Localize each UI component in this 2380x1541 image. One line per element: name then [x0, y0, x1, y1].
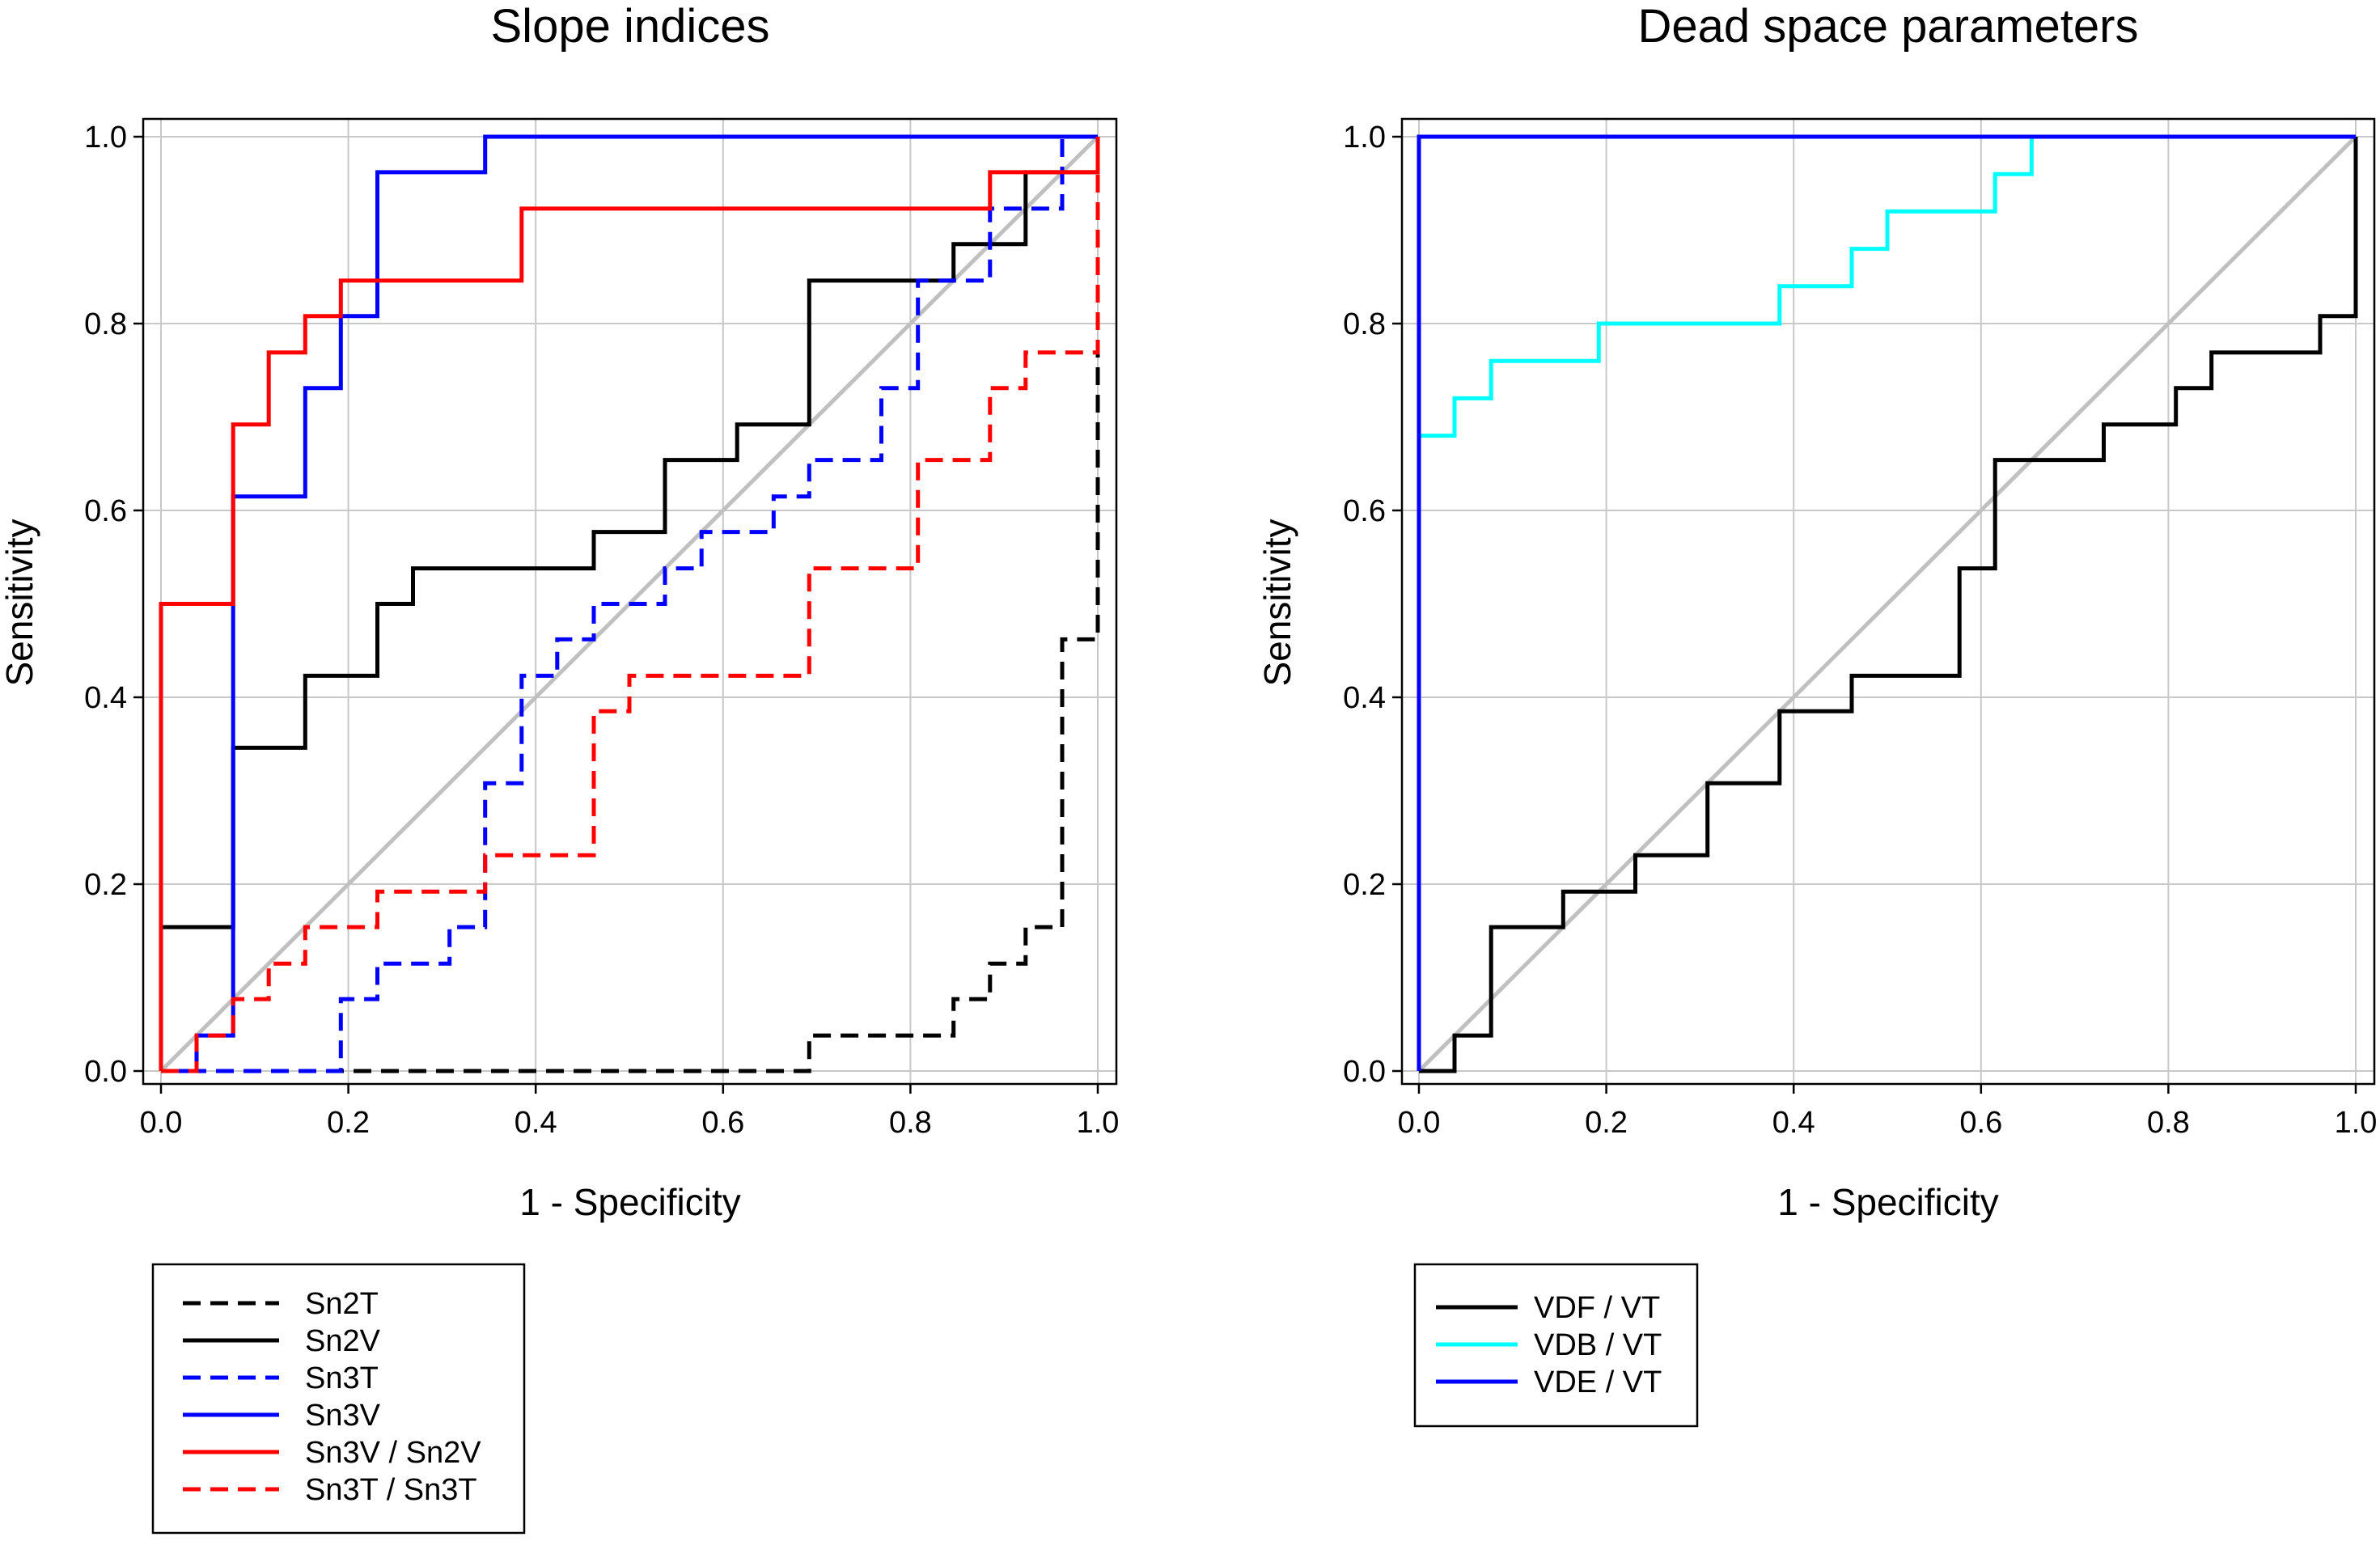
series-vde-vt: [1417, 134, 2356, 1071]
x-axis-label: 1 - Specificity: [519, 1181, 741, 1223]
series-vdf-vt: [1419, 137, 2358, 1073]
series-sn3v: [161, 134, 1098, 1073]
legend-label-sn3v-sn2v: Sn3V / Sn2V: [305, 1436, 481, 1470]
plot-frame: [1400, 117, 2376, 1086]
legend-label-vdf-vt: VDF / VT: [1534, 1291, 1660, 1325]
x-tick-label: 0.0: [1398, 1106, 1441, 1140]
x-tick-label: 0.0: [140, 1106, 183, 1140]
dead-space-panel: Dead space parameters 0.0 0.2 0.4 0.6 0.8 1.0…: [1256, 0, 2378, 1428]
x-tick-label: 0.6: [1959, 1106, 2002, 1140]
legend-label-sn3v: Sn3V: [305, 1399, 381, 1433]
x-tick-label: 0.8: [2147, 1106, 2190, 1140]
y-axis-label: Sensitivity: [0, 519, 40, 686]
x-tick-label: 1.0: [2335, 1106, 2378, 1140]
x-tick-label: 0.2: [327, 1106, 370, 1140]
series-sn3t: [161, 134, 1098, 1073]
y-tick-label: 0.4: [1343, 681, 1386, 715]
x-axis-label: 1 - Specificity: [1777, 1181, 1999, 1223]
x-tick-label: 0.2: [1585, 1106, 1628, 1140]
x-axis-ticks: 0.0 0.2 0.4 0.6 0.8 1.0: [140, 1084, 1120, 1140]
series-sn3v-sn2v: [159, 137, 1100, 1071]
legend-label-sn2v: Sn2V: [305, 1324, 381, 1358]
x-axis-ticks: 0.0 0.2 0.4 0.6 0.8 1.0: [1398, 1084, 2378, 1140]
legend-label-sn2t: Sn2T: [305, 1287, 379, 1321]
y-tick-label: 0.0: [1343, 1055, 1386, 1089]
chart-title: Slope indices: [491, 0, 770, 53]
y-tick-label: 0.2: [84, 868, 127, 902]
legend-label-sn3t: Sn3T: [305, 1361, 379, 1395]
x-tick-label: 0.4: [515, 1106, 557, 1140]
legend-label-sn3t-sn3t: Sn3T / Sn3T: [305, 1473, 477, 1507]
series-sn2t: [161, 137, 1100, 1073]
series-layer: [1417, 134, 2358, 1073]
chart-title: Dead space parameters: [1638, 0, 2139, 53]
y-axis-ticks: 0.0 0.2 0.4 0.6 0.8 1.0: [1343, 121, 1402, 1089]
legend-label-vde-vt: VDE / VT: [1534, 1365, 1662, 1399]
y-axis-ticks: 0.0 0.2 0.4 0.6 0.8 1.0: [84, 121, 143, 1089]
y-tick-label: 0.0: [84, 1055, 127, 1089]
y-tick-label: 1.0: [1343, 121, 1386, 155]
x-tick-label: 0.4: [1772, 1106, 1815, 1140]
y-tick-label: 1.0: [84, 121, 127, 155]
y-tick-label: 0.2: [1343, 868, 1386, 902]
y-tick-label: 0.6: [1343, 494, 1386, 528]
y-tick-label: 0.6: [84, 494, 127, 528]
y-tick-label: 0.8: [84, 307, 127, 341]
series-vdb-vt: [1417, 134, 2356, 1071]
y-tick-label: 0.4: [84, 681, 127, 715]
series-sn2v: [159, 137, 1100, 1071]
legend-label-vdb-vt: VDB / VT: [1534, 1328, 1662, 1362]
x-tick-label: 0.6: [701, 1106, 744, 1140]
y-tick-label: 0.8: [1343, 307, 1386, 341]
slope-indices-panel: Slope indices 0.0 0.2 0.4 0.6 0.8 1.0 0.00.20…: [0, 0, 1120, 1535]
series-sn3t-sn3t: [161, 137, 1100, 1073]
x-tick-label: 1.0: [1077, 1106, 1120, 1140]
chance-diagonal: [1417, 135, 2357, 1073]
y-axis-label: Sensitivity: [1256, 519, 1298, 686]
x-tick-label: 0.8: [889, 1106, 932, 1140]
plot-frame: [142, 117, 1118, 1086]
series-layer: [159, 134, 1100, 1073]
